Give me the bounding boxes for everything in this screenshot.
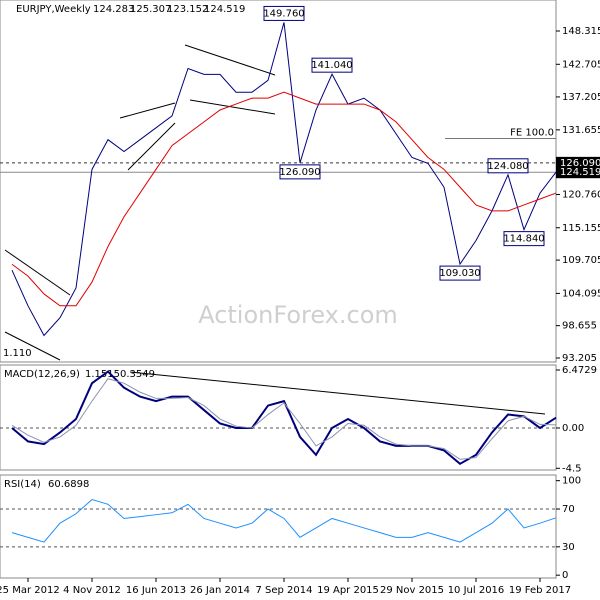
price-frame (0, 0, 557, 363)
macd-title: MACD(12,26,9) (4, 369, 80, 380)
x-tick-label: 4 Nov 2012 (63, 585, 121, 596)
y-tick-label: 120.760 (562, 189, 600, 200)
series-line (11, 22, 557, 337)
price-label: 114.840 (503, 234, 544, 245)
y-tick-label: 115.155 (562, 223, 600, 234)
y-tick-label: 131.655 (562, 125, 600, 136)
rsi-reading: 60.6898 (48, 479, 89, 490)
y-tick-label: 70 (562, 504, 575, 515)
price-tag-label: 126.090 (560, 158, 600, 169)
y-tick-label: 109.705 (562, 255, 600, 266)
label-box (503, 231, 545, 247)
y-tick-label: 0 (562, 570, 568, 581)
x-tick-label: 7 Sep 2014 (255, 585, 312, 596)
series-line (11, 378, 557, 460)
x-tick-label: 26 Jan 2014 (190, 585, 250, 596)
y-tick-label: 98.655 (562, 321, 597, 332)
price-label: 141.040 (311, 60, 352, 71)
label-box (279, 164, 321, 180)
y-tick-label: 148.315 (562, 26, 600, 37)
signal-reading: 0.3549 (120, 369, 155, 380)
trendlines (4, 44, 546, 415)
rsi-title: RSI(14) (4, 479, 41, 490)
ohlc-low: 123.152 (167, 4, 208, 15)
ohlc-open: 124.283 (93, 4, 134, 15)
watermark: ActionForex.com (198, 301, 398, 329)
symbol-title: EURJPY,Weekly (16, 4, 91, 15)
ohlc-high: 125.307 (130, 4, 171, 15)
rsi-frame (0, 474, 557, 579)
macd-frame (0, 364, 557, 471)
annotation: 1.110 (3, 348, 32, 359)
price-tag (556, 166, 600, 179)
price-label: 109.030 (439, 268, 480, 279)
y-tick-label: 6.4729 (562, 365, 597, 376)
y-tick-label: 100 (562, 476, 581, 487)
x-tick-label: 19 Apr 2015 (317, 585, 379, 596)
label-box (487, 158, 529, 174)
y-tick-label: 142.705 (562, 59, 600, 70)
label-box (311, 57, 353, 73)
series-line (11, 91, 557, 307)
y-tick-label: 104.095 (562, 288, 600, 299)
y-tick-label: 30 (562, 542, 575, 553)
x-tick-label: 16 Jun 2013 (126, 585, 186, 596)
price-label: 126.090 (279, 167, 320, 178)
label-box (263, 5, 305, 21)
ohlc-close: 124.519 (204, 4, 245, 15)
x-tick-label: 25 Mar 2012 (0, 585, 60, 596)
x-tick-label: 29 Nov 2015 (380, 585, 444, 596)
label-box (439, 265, 481, 281)
fe-label: FE 100.0 (510, 127, 554, 138)
x-tick-label: 19 Feb 2017 (509, 585, 571, 596)
series-line (11, 370, 557, 466)
y-tick-label: 93.205 (562, 353, 597, 364)
x-tick-label: 10 Jul 2016 (448, 585, 505, 596)
price-tag-label: 124.519 (560, 167, 600, 178)
price-label: 124.080 (487, 161, 528, 172)
y-tick-label: 137.205 (562, 92, 600, 103)
price-label: 149.760 (263, 8, 304, 19)
y-tick-label: -4.5 (562, 463, 582, 474)
series-line (11, 499, 557, 543)
y-tick-label: 0.00 (562, 423, 584, 434)
price-tag (556, 156, 600, 169)
